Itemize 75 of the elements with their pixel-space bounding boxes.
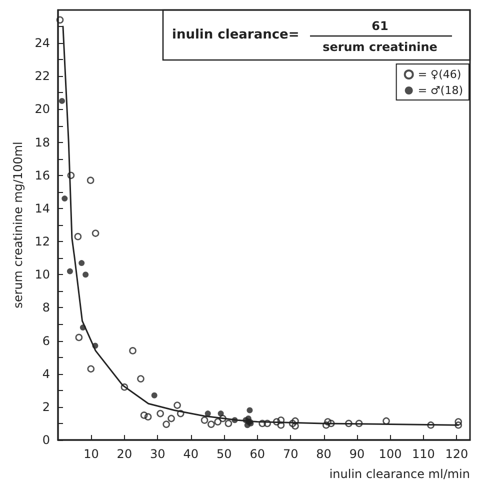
y-tick-label: 14 bbox=[34, 201, 50, 216]
x-axis-title: inulin clearance ml/min bbox=[329, 467, 470, 481]
x-tick-label: 10 bbox=[84, 447, 99, 461]
point bbox=[151, 392, 158, 398]
point bbox=[345, 420, 352, 428]
point bbox=[75, 334, 83, 342]
y-tick-label: 2 bbox=[42, 400, 50, 414]
point bbox=[272, 418, 280, 426]
point bbox=[214, 418, 222, 426]
y-tick-label: 8 bbox=[42, 300, 50, 315]
point bbox=[56, 16, 64, 24]
point bbox=[219, 414, 226, 422]
point bbox=[156, 410, 164, 418]
x-tick-label: 80 bbox=[316, 447, 332, 461]
legend-label: = ♂(18) bbox=[418, 84, 463, 97]
point bbox=[454, 418, 462, 426]
point bbox=[168, 414, 175, 422]
point bbox=[58, 98, 65, 104]
y-tick-label: 0 bbox=[42, 433, 50, 447]
x-tick-label: 60 bbox=[250, 447, 265, 461]
point bbox=[174, 402, 181, 409]
point bbox=[355, 420, 363, 428]
y-axis-title: serum creatinine mg/100ml bbox=[10, 142, 25, 308]
x-tick-label: 30 bbox=[150, 447, 166, 461]
point bbox=[140, 412, 148, 419]
point bbox=[66, 268, 73, 274]
x-tick-label: 120 bbox=[445, 447, 468, 461]
point bbox=[144, 413, 152, 420]
point bbox=[264, 420, 271, 428]
x-tick-label: 40 bbox=[183, 447, 199, 461]
y-tick-label: 22 bbox=[34, 69, 50, 84]
point bbox=[277, 416, 285, 424]
point bbox=[200, 416, 208, 424]
y-tick-label: 16 bbox=[34, 168, 50, 182]
point bbox=[224, 420, 232, 428]
point bbox=[74, 232, 82, 240]
point bbox=[137, 375, 144, 382]
y-tick-label: 12 bbox=[34, 234, 50, 249]
point bbox=[62, 196, 68, 202]
legend-label: = ♀(46) bbox=[418, 68, 462, 81]
point bbox=[92, 230, 100, 237]
point bbox=[322, 421, 330, 429]
point bbox=[277, 421, 285, 429]
y-tick-label: 4 bbox=[42, 366, 50, 381]
point bbox=[162, 420, 170, 428]
point bbox=[86, 176, 94, 184]
point bbox=[427, 421, 434, 429]
x-tick-label: 110 bbox=[412, 447, 435, 461]
point bbox=[120, 383, 128, 391]
annotation: inulin clearance= bbox=[172, 28, 300, 42]
y-tick-label: 10 bbox=[34, 268, 50, 282]
point bbox=[327, 420, 335, 428]
y-tick-label: 18 bbox=[34, 135, 50, 150]
point bbox=[324, 418, 332, 426]
x-tick-label: 70 bbox=[282, 447, 298, 461]
x-tick-label: 20 bbox=[116, 447, 132, 461]
x-tick-label: 90 bbox=[349, 447, 365, 461]
point bbox=[78, 260, 85, 266]
point bbox=[208, 420, 215, 428]
y-tick-label: 24 bbox=[34, 36, 50, 50]
point bbox=[288, 420, 296, 428]
point bbox=[87, 365, 95, 373]
x-tick-label: 50 bbox=[216, 447, 232, 461]
point bbox=[176, 410, 184, 418]
point bbox=[292, 417, 299, 425]
point bbox=[129, 347, 136, 354]
y-tick-label: 6 bbox=[42, 334, 50, 348]
point bbox=[246, 407, 253, 414]
point bbox=[82, 272, 89, 278]
y-tick-label: 20 bbox=[34, 102, 50, 116]
point bbox=[258, 420, 266, 428]
annotation: serum creatinine bbox=[322, 40, 438, 54]
x-tick-label: 100 bbox=[378, 447, 402, 461]
point bbox=[67, 172, 75, 180]
annotation: 61 bbox=[372, 19, 388, 33]
